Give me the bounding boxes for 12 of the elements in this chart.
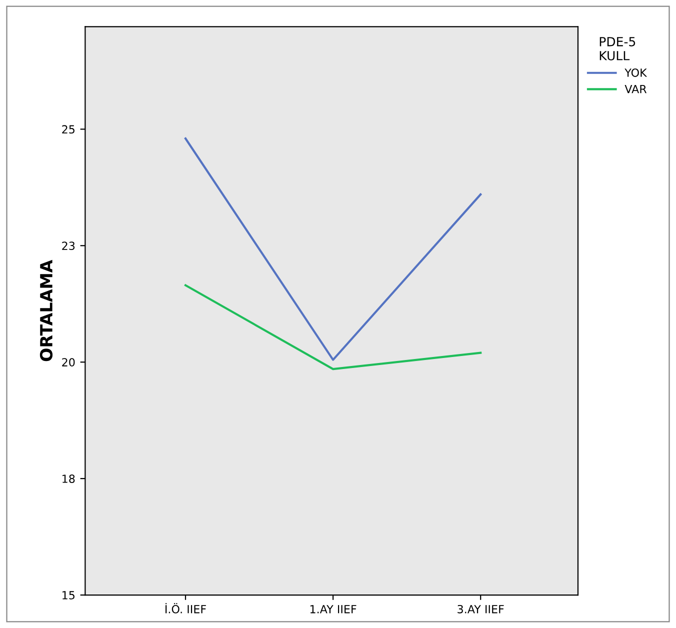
y-tick-label: 20: [62, 358, 75, 366]
y-tick-label: 18: [62, 474, 75, 483]
legend-label: YOK: [624, 68, 648, 77]
legend-title: PDE-5 KULL: [600, 37, 636, 60]
y-axis-title: ORTALAMA: [40, 260, 53, 362]
legend-label: VAR: [624, 84, 647, 94]
x-tick-label: 3.AY IIEF: [458, 604, 504, 614]
y-tick-label: 23: [62, 242, 75, 250]
y-tick-label: 25: [62, 125, 74, 134]
x-tick-label: İ.Ö. IIEF: [166, 603, 206, 614]
x-tick-label: 1.AY IIEF: [310, 605, 356, 614]
y-tick-label: 15: [62, 591, 74, 600]
